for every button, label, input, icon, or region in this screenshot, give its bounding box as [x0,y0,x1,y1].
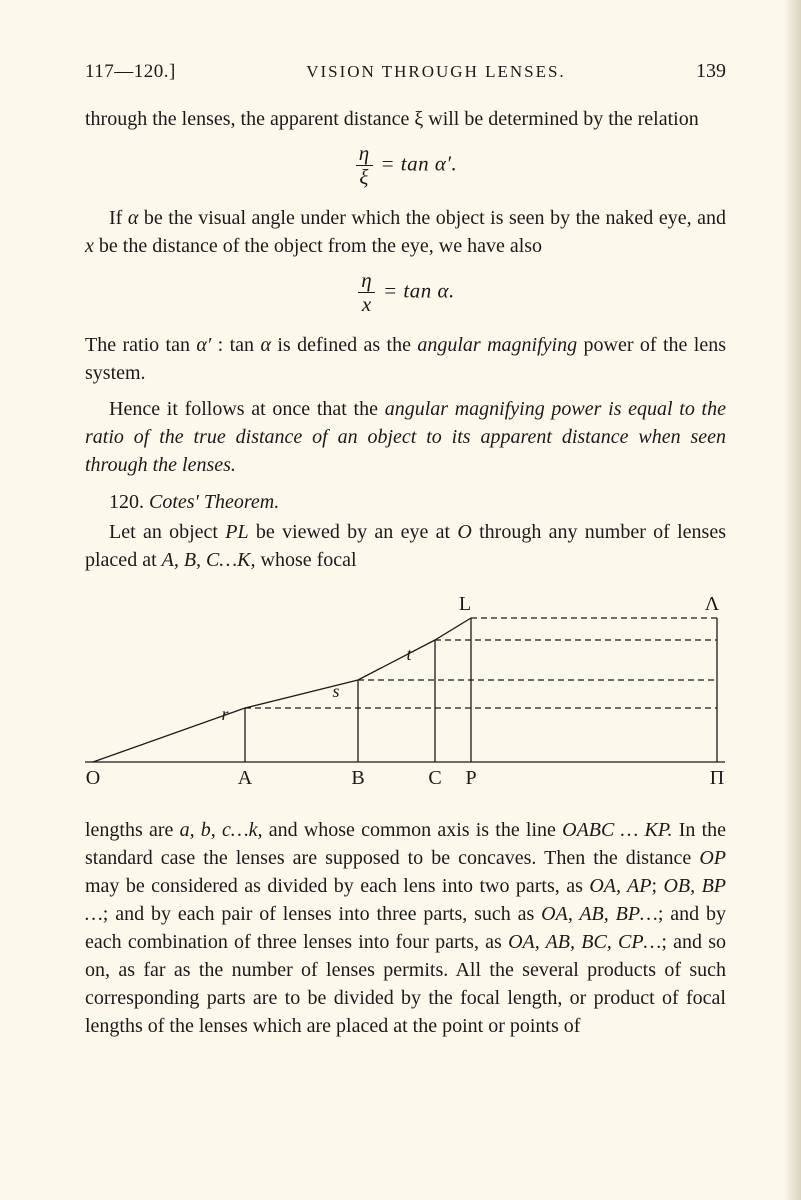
svg-text:t: t [406,644,412,664]
equation-2: η x = tan α. [85,270,726,315]
cotes-diagram: O A B C P Π L Λr s t [85,592,725,792]
svg-text:A: A [238,767,253,789]
eq1-numerator: η [356,143,373,166]
eq1-rest: = tan α′. [375,151,458,175]
paragraph-5: Let an object PL be viewed by an eye at … [85,518,726,574]
section-number: 117—120.] [85,61,176,83]
svg-text:Λ: Λ [705,593,720,615]
svg-text:C: C [428,767,441,789]
paragraph-2: If α be the visual angle under which the… [85,204,726,260]
page-title: VISION THROUGH LENSES. [306,62,566,82]
eq2-denominator: x [358,293,375,315]
svg-text:L: L [459,593,471,615]
paragraph-1: through the lenses, the apparent distanc… [85,105,726,133]
paragraph-3: The ratio tan α′ : tan α is defined as t… [85,331,726,387]
svg-text:s: s [332,681,339,701]
paragraph-4: Hence it follows at once that the angula… [85,395,726,479]
page-edge-shadow [783,0,801,1200]
section-120: 120. Cotes' Theorem. [85,491,726,514]
eq2-rest: = tan α. [377,278,455,302]
equation-1: η ξ = tan α′. [85,143,726,188]
svg-text:r: r [221,704,229,724]
page-number: 139 [696,60,726,83]
svg-text:P: P [465,767,476,789]
eq2-numerator: η [358,270,375,293]
svg-text:Π: Π [710,767,724,789]
svg-text:B: B [351,767,364,789]
paragraph-6: lengths are a, b, c…k, and whose common … [85,816,726,1040]
svg-text:O: O [86,767,100,789]
eq1-denominator: ξ [356,166,373,188]
